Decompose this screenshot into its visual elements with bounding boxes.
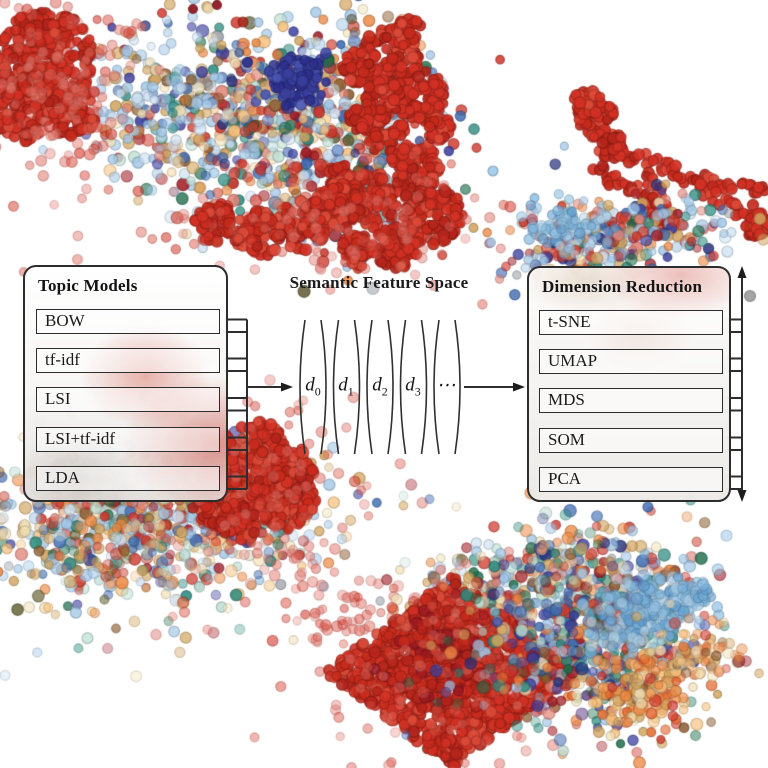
dimreduce-mds: MDS (539, 388, 723, 413)
dimreduce-pca: PCA (539, 467, 723, 492)
topic-model-lsi: LSI (36, 387, 220, 412)
topic-model-lda: LDA (36, 466, 220, 491)
dimreduce-umap: UMAP (539, 349, 723, 374)
topic-model-lsitfidf: LSI+tf-idf (36, 427, 220, 452)
feature-dim-1: d1 (338, 374, 354, 399)
dimension-reduction-box: Dimension Reduction t-SNE UMAP MDS SOM P… (527, 266, 731, 502)
feature-dim-ellipsis: ⋯ (436, 375, 456, 397)
topic-model-tfidf: tf-idf (36, 348, 220, 373)
feature-dim-0: d0 (305, 374, 321, 399)
feature-dim-3: d3 (405, 374, 421, 399)
topic-model-bow: BOW (36, 309, 220, 334)
topic-models-title: Topic Models (38, 276, 138, 295)
feature-dim-2: d2 (372, 374, 388, 399)
topic-models-box: Topic Models BOW tf-idf LSI LSI+tf-idf L… (23, 265, 228, 502)
dimension-reduction-title: Dimension Reduction (542, 277, 703, 296)
feature-space-title: Semantic Feature Space (289, 273, 469, 292)
dimreduce-som: SOM (539, 428, 723, 453)
dimreduce-tsne: t-SNE (539, 310, 723, 335)
